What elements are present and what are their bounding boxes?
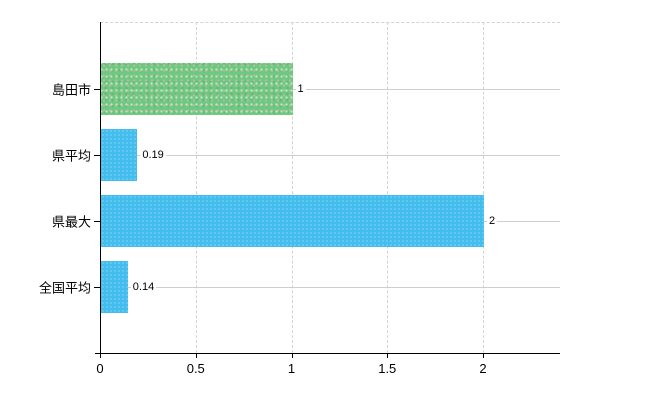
value-label-2: 2 <box>487 214 498 227</box>
category-label-2: 県最大 <box>51 214 91 229</box>
gridline-x-4 <box>483 22 484 353</box>
y-tick-2 <box>94 220 100 222</box>
x-tick-label-2: 1 <box>287 361 296 376</box>
x-tick-2 <box>291 353 293 358</box>
y-tick-0 <box>94 88 100 90</box>
x-tick-label-3: 1.5 <box>378 361 397 376</box>
y-tick-3 <box>94 286 100 288</box>
value-label-0: 1 <box>295 82 306 95</box>
gridline-x-3 <box>387 22 389 353</box>
category-gridline-0 <box>100 88 560 90</box>
bar-0 <box>101 62 293 115</box>
bar-1 <box>101 128 138 181</box>
x-tick-0 <box>100 353 101 358</box>
gridline-x-2 <box>291 22 293 353</box>
y-tick-1 <box>94 154 100 156</box>
value-label-3: 0.14 <box>130 280 157 293</box>
gridline-x-1 <box>195 22 197 353</box>
category-gridline-3 <box>100 286 560 288</box>
value-label-1: 0.19 <box>140 148 166 161</box>
bar-2 <box>101 194 484 247</box>
x-tick-1 <box>195 353 197 358</box>
category-label-0: 島田市 <box>51 82 91 97</box>
x-tick-label-1: 0.5 <box>186 361 205 376</box>
y-axis-line <box>100 22 101 358</box>
category-label-3: 全国平均 <box>38 280 91 295</box>
bar-3 <box>101 260 128 313</box>
x-tick-label-0: 0 <box>96 361 104 376</box>
x-tick-label-4: 2 <box>479 361 487 376</box>
category-gridline-1 <box>100 154 560 156</box>
x-axis-line <box>95 353 560 354</box>
category-label-1: 県平均 <box>51 148 91 163</box>
x-tick-4 <box>483 353 484 358</box>
plot-top-border <box>100 22 560 23</box>
x-tick-3 <box>387 353 389 358</box>
